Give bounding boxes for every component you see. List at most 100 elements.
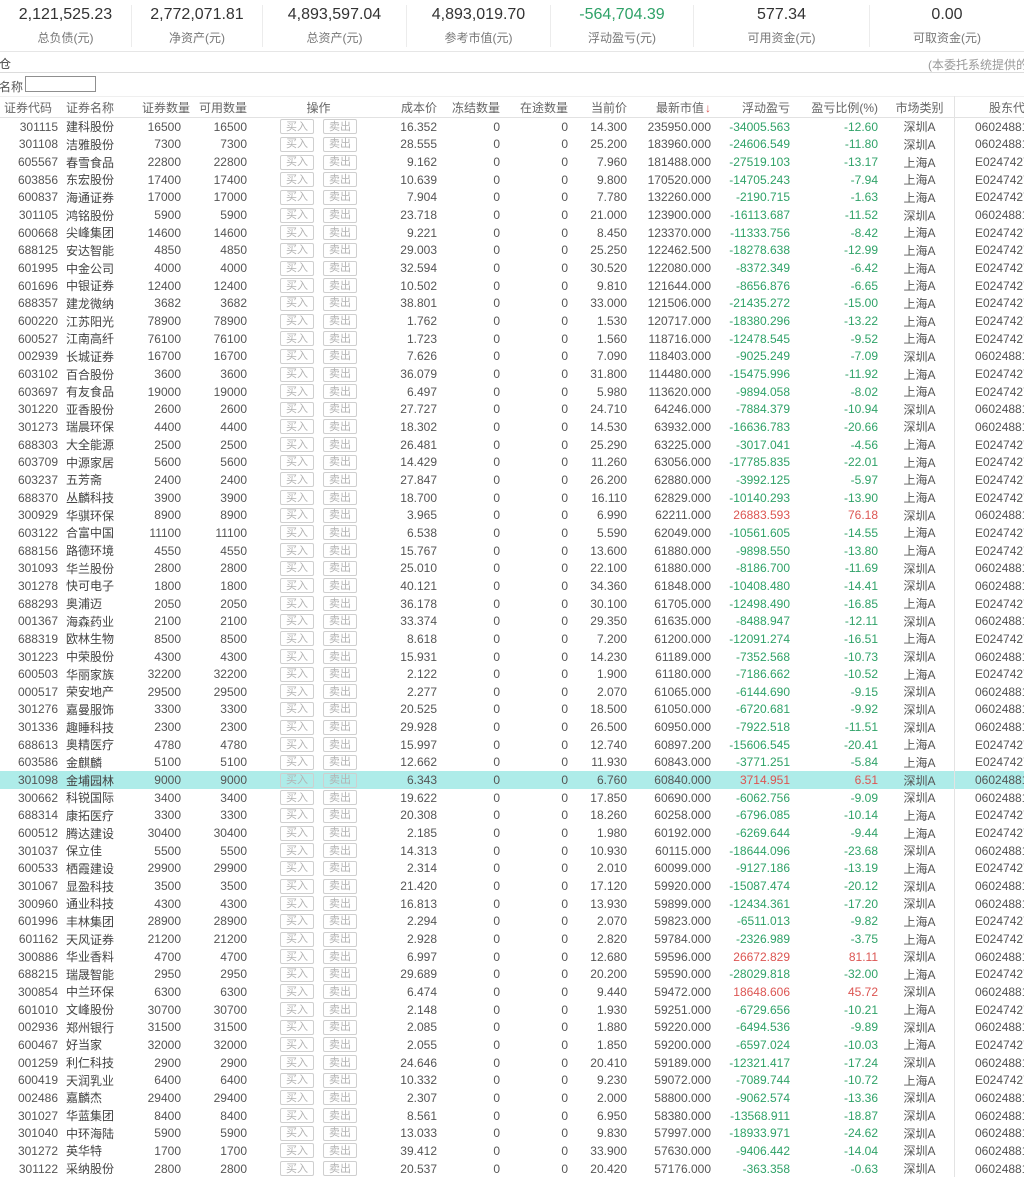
buy-button[interactable]: 买入 xyxy=(280,984,314,1000)
sell-button[interactable]: 卖出 xyxy=(323,613,357,629)
table-row[interactable]: 600527 江南高纤 76100 76100 买入 卖出 1.723 0 0 1.560 1187… xyxy=(0,330,1024,348)
sell-button[interactable]: 卖出 xyxy=(323,172,357,188)
sell-button[interactable]: 卖出 xyxy=(323,560,357,576)
sell-button[interactable]: 卖出 xyxy=(323,878,357,894)
table-row[interactable]: 688293 奥浦迈 2050 2050 买入 卖出 36.178 0 0 30.100 61705… xyxy=(0,595,1024,613)
sell-button[interactable]: 卖出 xyxy=(323,384,357,400)
sell-button[interactable]: 卖出 xyxy=(323,472,357,488)
sell-button[interactable]: 卖出 xyxy=(323,807,357,823)
sell-button[interactable]: 卖出 xyxy=(323,136,357,152)
sell-button[interactable]: 卖出 xyxy=(323,119,357,135)
buy-button[interactable]: 买入 xyxy=(280,737,314,753)
column-header-frozen[interactable]: 冻结数量 xyxy=(451,100,500,115)
buy-button[interactable]: 买入 xyxy=(280,931,314,947)
column-header-qty[interactable]: 证券数量 xyxy=(142,100,191,115)
sell-button[interactable]: 卖出 xyxy=(323,578,357,594)
buy-button[interactable]: 买入 xyxy=(280,1072,314,1088)
table-row[interactable]: 300960 通业科技 4300 4300 买入 卖出 16.813 0 0 13.930 5989… xyxy=(0,895,1024,913)
sell-button[interactable]: 卖出 xyxy=(323,649,357,665)
buy-button[interactable]: 买入 xyxy=(280,631,314,647)
table-row[interactable]: 002486 嘉麟杰 29400 29400 买入 卖出 2.307 0 0 2.000 58800… xyxy=(0,1089,1024,1107)
sell-button[interactable]: 卖出 xyxy=(323,154,357,170)
sell-button[interactable]: 卖出 xyxy=(323,348,357,364)
table-row[interactable]: 301336 趣睡科技 2300 2300 买入 卖出 29.928 0 0 26.500 6095… xyxy=(0,718,1024,736)
buy-button[interactable]: 买入 xyxy=(280,949,314,965)
buy-button[interactable]: 买入 xyxy=(280,560,314,576)
sell-button[interactable]: 卖出 xyxy=(323,331,357,347)
sell-button[interactable]: 卖出 xyxy=(323,437,357,453)
sell-button[interactable]: 卖出 xyxy=(323,295,357,311)
sell-button[interactable]: 卖出 xyxy=(323,260,357,276)
sell-button[interactable]: 卖出 xyxy=(323,949,357,965)
buy-button[interactable]: 买入 xyxy=(280,1161,314,1177)
buy-button[interactable]: 买入 xyxy=(280,843,314,859)
table-row[interactable]: 301273 瑞晨环保 4400 4400 买入 卖出 18.302 0 0 14.530 6393… xyxy=(0,418,1024,436)
buy-button[interactable]: 买入 xyxy=(280,437,314,453)
sell-button[interactable]: 卖出 xyxy=(323,313,357,329)
table-row[interactable]: 301108 洁雅股份 7300 7300 买入 卖出 28.555 0 0 25.200 1839… xyxy=(0,136,1024,154)
column-header-ops[interactable]: 操作 xyxy=(306,100,331,115)
buy-button[interactable]: 买入 xyxy=(280,1108,314,1124)
sell-button[interactable]: 卖出 xyxy=(323,507,357,523)
sell-button[interactable]: 卖出 xyxy=(323,189,357,205)
table-row[interactable]: 002939 长城证券 16700 16700 买入 卖出 7.626 0 0 7.090 1184… xyxy=(0,348,1024,366)
buy-button[interactable]: 买入 xyxy=(280,313,314,329)
table-row[interactable]: 301272 英华特 1700 1700 买入 卖出 39.412 0 0 33.900 57630… xyxy=(0,1142,1024,1160)
sell-button[interactable]: 卖出 xyxy=(323,1037,357,1053)
buy-button[interactable]: 买入 xyxy=(280,172,314,188)
sell-button[interactable]: 卖出 xyxy=(323,419,357,435)
table-row[interactable]: 301122 采纳股份 2800 2800 买入 卖出 20.537 0 0 20.420 5717… xyxy=(0,1160,1024,1177)
buy-button[interactable]: 买入 xyxy=(280,649,314,665)
table-row[interactable]: 600837 海通证券 17000 17000 买入 卖出 7.904 0 0 7.780 1322… xyxy=(0,189,1024,207)
buy-button[interactable]: 买入 xyxy=(280,242,314,258)
sell-button[interactable]: 卖出 xyxy=(323,490,357,506)
buy-button[interactable]: 买入 xyxy=(280,754,314,770)
table-row[interactable]: 688319 欧林生物 8500 8500 买入 卖出 8.618 0 0 7.200 61200.… xyxy=(0,630,1024,648)
table-row[interactable]: 600467 好当家 32000 32000 买入 卖出 2.055 0 0 1.850 59200… xyxy=(0,1036,1024,1054)
sell-button[interactable]: 卖出 xyxy=(323,596,357,612)
sell-button[interactable]: 卖出 xyxy=(323,860,357,876)
buy-button[interactable]: 买入 xyxy=(280,1002,314,1018)
table-row[interactable]: 688357 建龙微纳 3682 3682 买入 卖出 38.801 0 0 33.000 1215… xyxy=(0,295,1024,313)
sell-button[interactable]: 卖出 xyxy=(323,790,357,806)
stock-filter-input[interactable] xyxy=(25,76,96,92)
table-row[interactable]: 601162 天风证券 21200 21200 买入 卖出 2.928 0 0 2.820 5978… xyxy=(0,930,1024,948)
buy-button[interactable]: 买入 xyxy=(280,825,314,841)
sell-button[interactable]: 卖出 xyxy=(323,1108,357,1124)
table-row[interactable]: 603697 有友食品 19000 19000 买入 卖出 6.497 0 0 5.980 1136… xyxy=(0,383,1024,401)
column-header-ratio[interactable]: 盈亏比例(%) xyxy=(811,100,878,115)
sell-button[interactable]: 卖出 xyxy=(323,1002,357,1018)
table-row[interactable]: 000517 荣安地产 29500 29500 买入 卖出 2.277 0 0 2.070 6106… xyxy=(0,683,1024,701)
sell-button[interactable]: 卖出 xyxy=(323,1090,357,1106)
sell-button[interactable]: 卖出 xyxy=(323,701,357,717)
sell-button[interactable]: 卖出 xyxy=(323,1055,357,1071)
table-row[interactable]: 300662 科锐国际 3400 3400 买入 卖出 19.622 0 0 17.850 6069… xyxy=(0,789,1024,807)
table-row[interactable]: 603102 百合股份 3600 3600 买入 卖出 36.079 0 0 31.800 1144… xyxy=(0,365,1024,383)
sell-button[interactable]: 卖出 xyxy=(323,913,357,929)
table-row[interactable]: 001367 海森药业 2100 2100 买入 卖出 33.374 0 0 29.350 6163… xyxy=(0,612,1024,630)
sell-button[interactable]: 卖出 xyxy=(323,278,357,294)
sell-button[interactable]: 卖出 xyxy=(323,1161,357,1177)
sell-button[interactable]: 卖出 xyxy=(323,684,357,700)
column-header-code[interactable]: 证券代码 xyxy=(4,100,53,115)
table-row[interactable]: 300886 华业香料 4700 4700 买入 卖出 6.997 0 0 12.680 59596… xyxy=(0,948,1024,966)
buy-button[interactable]: 买入 xyxy=(280,1055,314,1071)
buy-button[interactable]: 买入 xyxy=(280,331,314,347)
table-row[interactable]: 301278 快可电子 1800 1800 买入 卖出 40.121 0 0 34.360 6184… xyxy=(0,577,1024,595)
buy-button[interactable]: 买入 xyxy=(280,1019,314,1035)
buy-button[interactable]: 买入 xyxy=(280,225,314,241)
sell-button[interactable]: 卖出 xyxy=(323,966,357,982)
table-row[interactable]: 688314 康拓医疗 3300 3300 买入 卖出 20.308 0 0 18.260 6025… xyxy=(0,807,1024,825)
table-row[interactable]: 603856 东宏股份 17400 17400 买入 卖出 10.639 0 0 9.800 170… xyxy=(0,171,1024,189)
buy-button[interactable]: 买入 xyxy=(280,896,314,912)
buy-button[interactable]: 买入 xyxy=(280,666,314,682)
sell-button[interactable]: 卖出 xyxy=(323,1125,357,1141)
buy-button[interactable]: 买入 xyxy=(280,207,314,223)
column-header-cost[interactable]: 成本价 xyxy=(400,100,437,115)
buy-button[interactable]: 买入 xyxy=(280,860,314,876)
table-row[interactable]: 688613 奥精医疗 4780 4780 买入 卖出 15.997 0 0 12.740 6089… xyxy=(0,736,1024,754)
table-row[interactable]: 601010 文峰股份 30700 30700 买入 卖出 2.148 0 0 1.930 5925… xyxy=(0,1001,1024,1019)
table-row[interactable]: 301093 华兰股份 2800 2800 买入 卖出 25.010 0 0 22.100 6188… xyxy=(0,559,1024,577)
table-row[interactable]: 301276 嘉曼服饰 3300 3300 买入 卖出 20.525 0 0 18.500 6105… xyxy=(0,701,1024,719)
buy-button[interactable]: 买入 xyxy=(280,525,314,541)
